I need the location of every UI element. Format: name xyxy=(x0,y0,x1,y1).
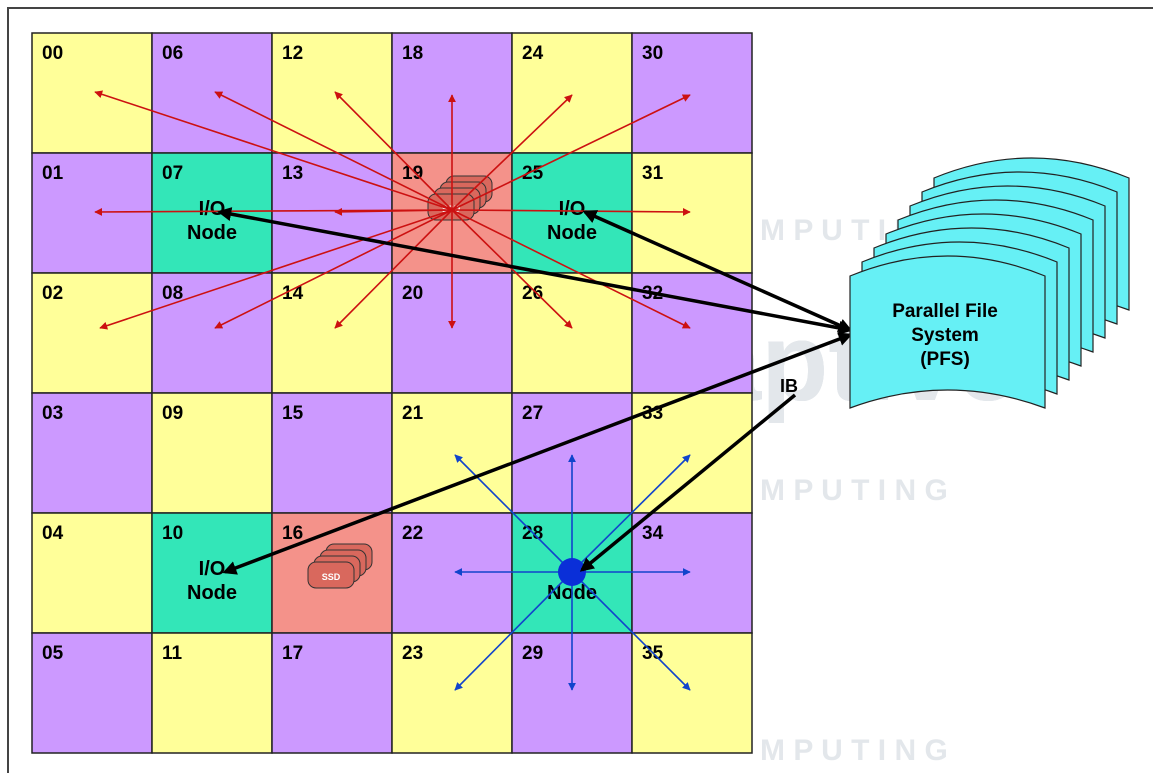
cell-label: 26 xyxy=(522,283,543,304)
cell-label: 05 xyxy=(42,643,64,664)
cell-label: 06 xyxy=(162,43,183,64)
cell-label: 13 xyxy=(282,163,303,184)
cell-label: 22 xyxy=(402,523,423,544)
cell-label: 01 xyxy=(42,163,64,184)
cell-label: 10 xyxy=(162,523,183,544)
cell-label: 19 xyxy=(402,163,423,184)
ssd-label: SSD xyxy=(322,572,341,582)
cell-label: 29 xyxy=(522,643,543,664)
cell-label: 11 xyxy=(162,643,183,664)
cell-label: 20 xyxy=(402,283,423,304)
cell-sublabel: Node xyxy=(547,222,597,244)
cell-sublabel: Node xyxy=(187,582,237,604)
cell-label: 03 xyxy=(42,403,63,424)
cell-label: 27 xyxy=(522,403,543,424)
cell-label: 04 xyxy=(42,523,64,544)
cell-label: 15 xyxy=(282,403,304,424)
cell-sublabel: Node xyxy=(187,222,237,244)
pfs-label: (PFS) xyxy=(920,349,970,370)
diagram: aptiveaptiveaptiveM P U T I N GM P U T I… xyxy=(0,0,1153,773)
cell-label: 24 xyxy=(522,43,544,64)
cell-label: 31 xyxy=(642,163,664,184)
cell-label: 30 xyxy=(642,43,663,64)
pfs-label: Parallel File xyxy=(892,301,998,322)
cell-label: 16 xyxy=(282,523,303,544)
pfs: Parallel File System (PFS) xyxy=(850,158,1129,408)
cell-sublabel: I/O xyxy=(199,198,226,220)
cell-sublabel: I/O xyxy=(199,558,226,580)
pfs-label: System xyxy=(911,325,979,346)
cell-sublabel: I/O xyxy=(559,198,586,220)
cell-label: 23 xyxy=(402,643,423,664)
link-label: IB xyxy=(780,376,798,396)
cell-label: 25 xyxy=(522,163,544,184)
cell-label: 17 xyxy=(282,643,303,664)
watermark-tagline: M P U T I N G xyxy=(760,474,948,507)
cell-label: 12 xyxy=(282,43,303,64)
cell-label: 02 xyxy=(42,283,63,304)
cell-label: 07 xyxy=(162,163,183,184)
cell-label: 09 xyxy=(162,403,183,424)
cell-label: 21 xyxy=(402,403,424,424)
node-hub xyxy=(558,558,586,586)
watermark-tagline: M P U T I N G xyxy=(760,734,948,767)
cell-label: 00 xyxy=(42,43,63,64)
cell-label: 18 xyxy=(402,43,423,64)
cell-label: 34 xyxy=(642,523,664,544)
